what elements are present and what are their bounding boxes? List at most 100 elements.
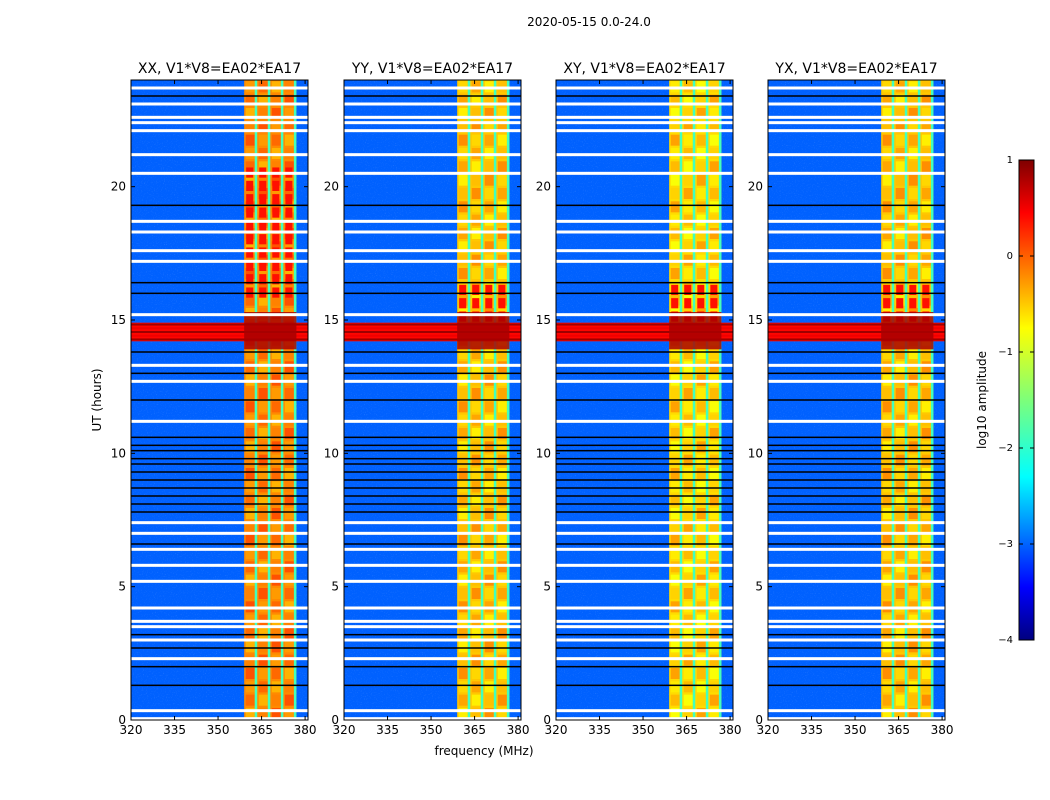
band-cell — [670, 401, 680, 413]
flagged-row-black — [556, 281, 733, 284]
band-cell — [670, 641, 680, 653]
band-cell — [908, 161, 918, 173]
band-cell — [284, 681, 294, 693]
y-tick-label: 15 — [324, 313, 339, 327]
band-cell — [683, 94, 693, 106]
band-cell — [670, 388, 680, 399]
band-cell — [284, 108, 294, 119]
band-bright-cell — [710, 298, 718, 309]
band-cell — [497, 708, 507, 719]
flagged-row-white — [556, 638, 733, 642]
band-cell — [271, 268, 281, 279]
flagged-row-black — [768, 95, 945, 97]
band-bright-cell — [272, 247, 280, 258]
flagged-row-black — [556, 463, 733, 465]
band-cell — [271, 94, 281, 106]
rfi-stripe — [556, 334, 733, 337]
band-cell — [284, 534, 294, 546]
band-cell — [497, 481, 507, 493]
band-cell — [921, 348, 931, 359]
flagged-row-white — [344, 379, 521, 383]
band-cell — [908, 268, 918, 279]
band-cell — [921, 201, 931, 213]
band-cell — [895, 681, 905, 693]
band-bright-cell — [272, 207, 280, 218]
band-cell — [709, 494, 719, 506]
flagged-row-black — [768, 444, 945, 447]
band-cell — [921, 508, 931, 519]
flagged-row-white — [768, 86, 945, 90]
band-cell — [471, 134, 481, 146]
band-cell — [921, 161, 931, 173]
band-cell — [895, 481, 905, 493]
band-cell — [284, 294, 294, 306]
band-cell — [921, 401, 931, 413]
band-cell — [921, 468, 931, 479]
y-tick-label: 5 — [755, 580, 763, 594]
flagged-row-black — [131, 457, 308, 460]
band-cell — [497, 521, 507, 533]
band-cell — [484, 134, 494, 146]
band-cell — [683, 108, 693, 119]
band-cell — [258, 588, 268, 599]
flagged-row-black — [344, 471, 521, 473]
band-cell — [484, 388, 494, 399]
band-cell — [458, 628, 468, 639]
band-cell — [895, 94, 905, 106]
band-bright-cell — [246, 234, 254, 245]
flagged-row-white — [556, 419, 733, 423]
band-bright-cell — [272, 220, 280, 231]
band-cell — [683, 401, 693, 413]
band-bright-cell — [459, 298, 467, 309]
band-cell — [284, 641, 294, 653]
flagged-row-black — [344, 487, 521, 489]
flagged-row-white — [131, 313, 308, 317]
x-tick-label: 380 — [931, 723, 954, 737]
colorbar-gradient — [1018, 159, 1035, 641]
band-cell — [497, 388, 507, 399]
band-cell — [921, 681, 931, 693]
flagged-row-black — [131, 436, 308, 439]
band-cell — [271, 628, 281, 639]
band-cell — [670, 161, 680, 173]
rfi-stripe — [768, 338, 945, 341]
band-bright-cell — [697, 284, 705, 295]
band-cell — [245, 201, 255, 213]
band-cell — [258, 268, 268, 279]
flagged-row-black — [556, 399, 733, 401]
flagged-row-white — [131, 606, 308, 610]
y-tick-label: 20 — [748, 180, 763, 194]
band-cell — [284, 628, 294, 639]
band-cell — [458, 521, 468, 533]
flagged-row-black — [768, 463, 945, 465]
band-cell — [908, 174, 918, 186]
band-cell — [670, 241, 680, 253]
colorbar-tick-label: −1 — [998, 347, 1013, 358]
band-bright-cell — [259, 287, 267, 298]
band-cell — [683, 508, 693, 519]
band-cell — [484, 668, 494, 679]
band-bright-cell — [285, 247, 293, 258]
band-cell — [258, 188, 268, 199]
band-cell — [284, 508, 294, 519]
rfi-band-peak — [881, 312, 934, 350]
band-cell — [696, 241, 706, 253]
flagged-row-white — [556, 153, 733, 157]
band-cell — [895, 508, 905, 519]
band-cell — [458, 108, 468, 119]
band-cell — [908, 454, 918, 466]
band-cell — [709, 481, 719, 493]
flagged-row-white — [768, 115, 945, 119]
band-cell — [670, 134, 680, 146]
band-cell — [670, 428, 680, 439]
band-cell — [882, 121, 892, 133]
band-cell — [458, 708, 468, 719]
band-cell — [284, 588, 294, 599]
band-cell — [484, 428, 494, 439]
band-cell — [696, 668, 706, 679]
band-cell — [484, 121, 494, 133]
band-bright-cell — [472, 298, 480, 309]
flagged-row-white — [768, 638, 945, 642]
flagged-row-white — [344, 709, 521, 713]
band-cell — [895, 588, 905, 599]
